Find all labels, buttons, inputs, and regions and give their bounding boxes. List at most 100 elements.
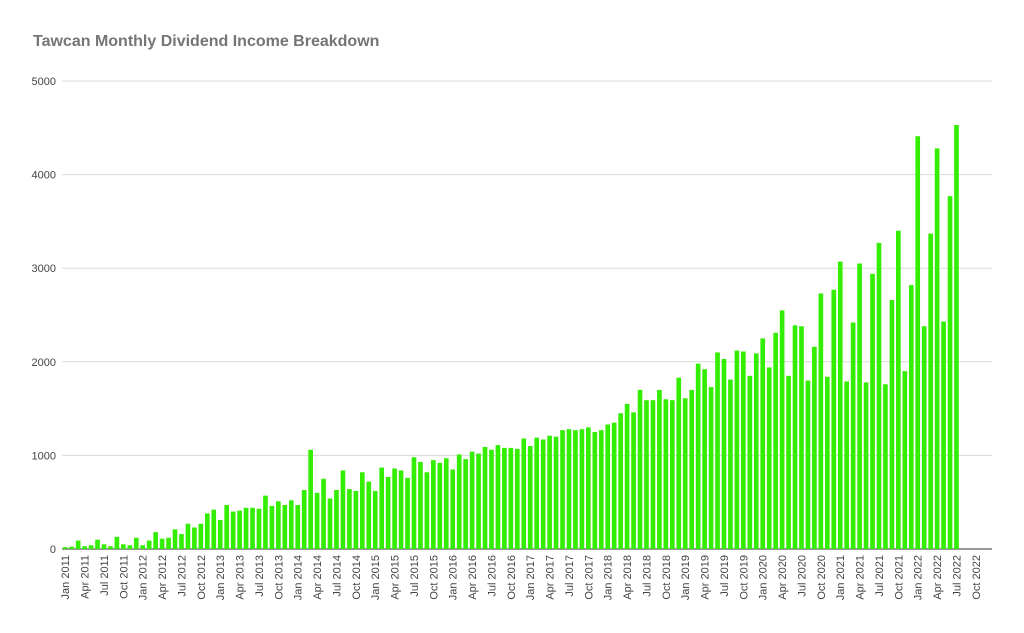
bar bbox=[508, 447, 514, 549]
bar bbox=[127, 545, 133, 549]
bar bbox=[534, 437, 540, 549]
bar bbox=[82, 546, 87, 549]
x-tick-label: Oct 2012 bbox=[196, 555, 208, 600]
y-tick-label: 3000 bbox=[32, 263, 56, 275]
bar bbox=[327, 498, 333, 549]
x-tick-label: Apr 2017 bbox=[545, 555, 557, 600]
bar bbox=[863, 382, 869, 549]
bar bbox=[75, 540, 81, 549]
x-tick-label: Jan 2019 bbox=[680, 555, 692, 600]
x-tick-label: Jul 2017 bbox=[564, 555, 576, 597]
bar bbox=[611, 422, 617, 549]
bar bbox=[372, 490, 378, 549]
x-tick-label: Jan 2021 bbox=[835, 555, 847, 600]
bar bbox=[560, 430, 565, 549]
bar bbox=[237, 510, 242, 549]
x-tick-label: Oct 2019 bbox=[738, 555, 750, 600]
bar bbox=[340, 470, 346, 549]
bar bbox=[637, 389, 643, 549]
bar bbox=[443, 458, 449, 549]
bar bbox=[308, 449, 313, 549]
bar bbox=[69, 546, 75, 549]
bar bbox=[166, 537, 171, 549]
bar bbox=[741, 351, 746, 549]
bar bbox=[586, 427, 591, 549]
bar bbox=[850, 322, 856, 549]
bar bbox=[179, 534, 184, 549]
bar bbox=[366, 481, 372, 549]
x-tick-label: Apr 2020 bbox=[777, 555, 789, 600]
bar bbox=[321, 478, 326, 549]
x-tick-label: Oct 2015 bbox=[428, 555, 440, 600]
x-tick-label: Jan 2012 bbox=[138, 555, 150, 600]
bar bbox=[495, 445, 501, 549]
bar bbox=[857, 263, 862, 549]
bar bbox=[876, 242, 882, 549]
bar bbox=[224, 505, 230, 549]
bar bbox=[760, 338, 766, 549]
bar bbox=[618, 413, 623, 549]
bar bbox=[721, 358, 727, 549]
bar bbox=[521, 438, 527, 549]
x-tick-label: Jul 2021 bbox=[874, 555, 886, 597]
bar bbox=[773, 332, 778, 549]
bar bbox=[915, 136, 921, 549]
bar bbox=[592, 432, 598, 549]
y-tick-label: 0 bbox=[50, 544, 56, 556]
bar bbox=[889, 300, 895, 549]
bar bbox=[211, 509, 217, 549]
bar bbox=[631, 412, 636, 549]
x-tick-label: Oct 2020 bbox=[816, 555, 828, 600]
y-tick-label: 4000 bbox=[32, 170, 56, 182]
x-tick-label: Oct 2021 bbox=[893, 555, 905, 600]
x-tick-label: Oct 2011 bbox=[118, 555, 130, 599]
bar bbox=[650, 400, 656, 549]
bar bbox=[663, 399, 669, 549]
bar bbox=[153, 532, 158, 549]
bar bbox=[437, 462, 443, 549]
x-tick-label: Apr 2014 bbox=[312, 555, 324, 600]
bar bbox=[689, 389, 695, 549]
bar bbox=[301, 490, 307, 549]
x-tick-label: Apr 2012 bbox=[157, 555, 169, 600]
bar bbox=[269, 505, 275, 549]
bar bbox=[217, 519, 223, 549]
bar bbox=[431, 460, 436, 549]
bar bbox=[108, 546, 113, 549]
bar bbox=[837, 261, 843, 549]
bar bbox=[573, 430, 578, 549]
bar bbox=[805, 380, 811, 549]
bar bbox=[818, 293, 824, 549]
bar bbox=[747, 375, 753, 549]
bar bbox=[140, 545, 146, 549]
x-tick-label: Oct 2017 bbox=[583, 555, 595, 600]
bar bbox=[947, 196, 953, 549]
bar bbox=[502, 447, 507, 549]
bar bbox=[695, 363, 701, 549]
bar bbox=[288, 500, 294, 549]
bar bbox=[379, 467, 385, 549]
x-tick-label: Oct 2018 bbox=[661, 555, 673, 600]
x-tick-label: Oct 2016 bbox=[506, 555, 518, 600]
x-tick-label: Jul 2019 bbox=[719, 555, 731, 597]
x-tick-label: Jan 2015 bbox=[370, 555, 382, 600]
bar bbox=[411, 457, 417, 549]
bar bbox=[230, 511, 236, 549]
bar bbox=[540, 439, 546, 549]
x-tick-label: Jul 2020 bbox=[796, 555, 808, 597]
bar bbox=[469, 451, 475, 549]
bar bbox=[514, 448, 520, 549]
x-tick-label: Jan 2011 bbox=[60, 555, 72, 599]
chart-title: Tawcan Monthly Dividend Income Breakdown bbox=[33, 33, 380, 50]
x-tick-label: Jan 2018 bbox=[603, 555, 615, 600]
bar bbox=[824, 376, 830, 549]
bar bbox=[263, 495, 268, 549]
x-tick-label: Apr 2011 bbox=[80, 555, 92, 599]
x-tick-label: Jan 2014 bbox=[293, 555, 305, 600]
bar bbox=[934, 148, 940, 549]
bar bbox=[121, 544, 126, 549]
bar bbox=[385, 476, 391, 549]
x-tick-label: Apr 2022 bbox=[932, 555, 944, 600]
x-tick-label: Apr 2015 bbox=[390, 555, 402, 600]
